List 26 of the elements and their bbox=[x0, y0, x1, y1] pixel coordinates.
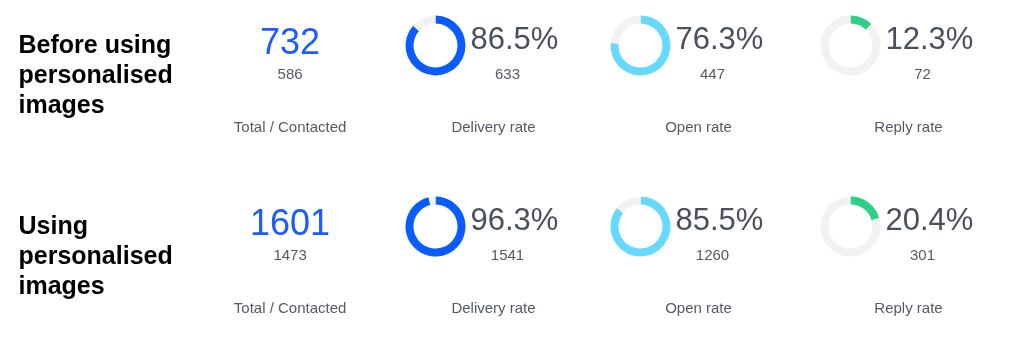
text: 72 bbox=[914, 64, 931, 82]
text: Open rate bbox=[665, 299, 732, 316]
text: 301 bbox=[909, 245, 936, 263]
text: 1601 bbox=[250, 201, 331, 243]
text: 1541 bbox=[490, 245, 525, 263]
text: 447 bbox=[699, 64, 726, 82]
text: Total / Contacted bbox=[233, 118, 347, 135]
text: Delivery rate bbox=[451, 118, 536, 135]
data-label: 96.3% bbox=[470, 202, 559, 237]
text: Delivery rate bbox=[451, 299, 536, 316]
text: Reply rate bbox=[874, 299, 943, 316]
text: 732 bbox=[260, 20, 321, 62]
data-label: 86.5% bbox=[470, 21, 559, 56]
data-label: 85.5% bbox=[675, 202, 764, 237]
text: Open rate bbox=[665, 118, 732, 135]
text: Before using personalised images bbox=[18, 29, 173, 118]
data-label: 12.3% bbox=[885, 21, 974, 56]
text: Using personalised images bbox=[18, 210, 173, 299]
text: 586 bbox=[277, 64, 303, 82]
text: Reply rate bbox=[874, 118, 943, 135]
text: 1473 bbox=[273, 245, 307, 263]
text: 1260 bbox=[695, 245, 730, 263]
data-label: 20.4% bbox=[885, 202, 974, 237]
text: Total / Contacted bbox=[233, 299, 347, 316]
data-label: 76.3% bbox=[675, 21, 764, 56]
text: 633 bbox=[494, 64, 521, 82]
